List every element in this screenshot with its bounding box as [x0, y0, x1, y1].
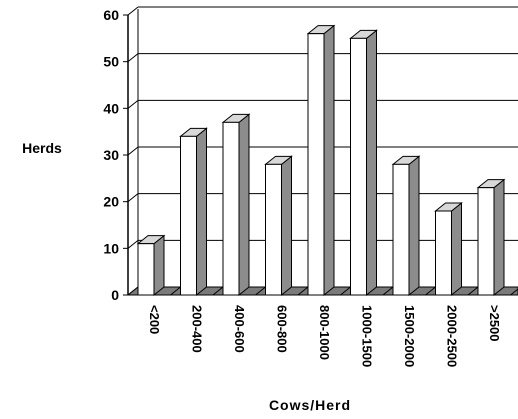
y-tick-label: 50 [103, 54, 119, 70]
floor-divider [255, 286, 266, 296]
bar-side [153, 234, 165, 297]
wall-connector [127, 99, 139, 109]
bar-side [238, 113, 250, 297]
y-tick-label: 20 [103, 194, 119, 210]
bar [434, 201, 463, 297]
y-tick-label: 30 [103, 147, 119, 163]
bar [349, 29, 378, 297]
bar-side [323, 24, 335, 297]
bar [179, 127, 208, 297]
bar-front [137, 243, 155, 296]
x-tick-labels: <200 200-400 400-600 600-800 800-1000 1000-15… [147, 305, 502, 367]
floor-divider [425, 286, 436, 296]
bar-front [307, 33, 325, 296]
x-tick-label: <200 [147, 305, 162, 334]
wall-connector [127, 53, 139, 63]
floor-divider [170, 286, 181, 296]
floor-divider [510, 288, 518, 296]
y-tick-label: 60 [103, 7, 119, 23]
wall-connector [127, 146, 139, 156]
bar-side [493, 178, 505, 297]
floor-divider [340, 286, 351, 296]
bar-front [392, 163, 410, 296]
bar-side [366, 29, 377, 297]
y-tick-label: 0 [111, 287, 119, 303]
x-axis-label: Cows/Herd [269, 397, 351, 413]
bar [136, 234, 166, 297]
axes [123, 6, 139, 296]
bars [136, 24, 506, 297]
bar-front [265, 163, 282, 296]
bar-front [435, 210, 452, 296]
y-tick-labels: 0 10 20 30 40 50 60 [103, 7, 119, 303]
bar-side [196, 127, 207, 297]
y-tick-label: 10 [103, 240, 119, 256]
bar [476, 178, 506, 297]
bar [306, 24, 336, 297]
floor-divider [297, 286, 309, 296]
bar-front [350, 37, 367, 296]
bar-side [281, 155, 292, 297]
x-tick-label: 2000-2500 [445, 305, 460, 367]
x-tick-label: 800-1000 [317, 305, 332, 360]
bar-front [477, 187, 495, 296]
bar [221, 113, 251, 297]
x-tick-label: >2500 [487, 305, 502, 342]
bar-side [451, 201, 462, 297]
x-tick-label: 1500-2000 [402, 305, 417, 367]
y-tick-label: 40 [103, 100, 119, 116]
wall-connector [127, 6, 139, 16]
wall-connector [127, 239, 139, 249]
x-tick-label: 200-400 [190, 305, 205, 353]
x-tick-label: 400-600 [232, 305, 247, 353]
bar [391, 155, 421, 297]
floor-divider [212, 286, 224, 296]
y-axis-label: Herds [22, 140, 62, 156]
bar-front [180, 135, 197, 296]
floor-divider [467, 286, 479, 296]
x-tick-label: 1000-1500 [360, 305, 375, 367]
wall-connector [127, 193, 139, 203]
bar-side [408, 155, 420, 297]
x-tick-label: 600-800 [275, 305, 290, 353]
bar-front [222, 121, 240, 296]
floor-divider [382, 286, 394, 296]
bar [264, 155, 293, 297]
